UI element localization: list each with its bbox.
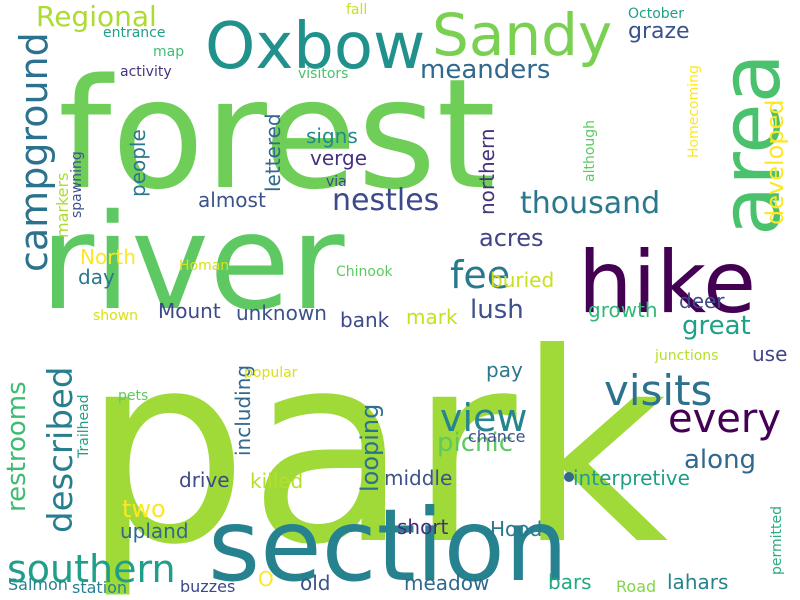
word-map: map bbox=[153, 44, 184, 60]
word-fee: fee bbox=[450, 253, 510, 297]
word-deer: deer bbox=[679, 289, 725, 313]
word-spawning: spawning bbox=[69, 151, 85, 218]
word-interpretive: interpretive bbox=[573, 466, 690, 490]
word-southern: southern bbox=[7, 547, 176, 591]
word-graze: graze bbox=[628, 19, 690, 44]
word-looping: looping bbox=[356, 404, 384, 492]
word-lahars: lahars bbox=[667, 570, 728, 594]
word-fall: fall bbox=[346, 2, 367, 18]
word-via: via bbox=[326, 174, 347, 190]
word-area: area bbox=[704, 53, 799, 236]
word-activity: activity bbox=[120, 64, 172, 80]
word-shown: shown bbox=[93, 308, 138, 324]
word-visits: visits bbox=[604, 366, 712, 415]
word-campground: campground bbox=[12, 32, 56, 272]
word-sandy: Sandy bbox=[432, 1, 612, 69]
word-day: day bbox=[78, 265, 115, 289]
word-permitted: permitted bbox=[769, 506, 785, 575]
word-buried: buried bbox=[490, 268, 554, 292]
word-growth: growth bbox=[588, 298, 658, 322]
word-salmon: Salmon bbox=[8, 575, 68, 594]
word-acres: acres bbox=[479, 224, 544, 252]
word-short: short bbox=[397, 515, 449, 539]
word-described: described bbox=[41, 367, 81, 533]
word-regional: Regional bbox=[36, 0, 157, 33]
word-view: view bbox=[440, 396, 528, 440]
dot-mark bbox=[564, 472, 574, 482]
word-developed: developed bbox=[761, 99, 789, 225]
word-great: great bbox=[682, 311, 751, 341]
word-park: park bbox=[82, 297, 668, 600]
word-lush: lush bbox=[470, 295, 524, 325]
word-hood: Hood bbox=[490, 517, 542, 541]
word-northern: northern bbox=[475, 128, 499, 215]
word-oxbow: Oxbow bbox=[205, 10, 425, 84]
word-unknown: unknown bbox=[236, 301, 327, 325]
word-verge: verge bbox=[310, 146, 367, 170]
word-section: section bbox=[208, 487, 568, 600]
word-road: Road bbox=[616, 577, 656, 596]
word-lettered: lettered bbox=[261, 113, 285, 192]
word-almost: almost bbox=[198, 188, 266, 212]
word-use: use bbox=[752, 342, 787, 366]
word-junctions: junctions bbox=[654, 348, 718, 364]
word-forest: forest bbox=[58, 46, 496, 223]
word-thousand: thousand bbox=[520, 186, 660, 221]
word-chance: chance bbox=[468, 427, 526, 446]
word-killed: killed bbox=[250, 469, 303, 493]
word-chinook: Chinook bbox=[336, 264, 394, 280]
word-popular: popular bbox=[244, 365, 298, 381]
word-o: O bbox=[258, 567, 274, 591]
word-meadow: meadow bbox=[404, 571, 489, 595]
word-trailhead: Trailhead bbox=[76, 394, 92, 459]
word-mount: Mount bbox=[158, 299, 221, 323]
word-north: North bbox=[80, 245, 136, 269]
word-river: river bbox=[40, 186, 345, 340]
word-people: people bbox=[126, 129, 150, 197]
word-middle: middle bbox=[384, 466, 452, 490]
word-pets: pets bbox=[118, 388, 148, 404]
word-markers: markers bbox=[53, 173, 72, 238]
word-upland: upland bbox=[120, 519, 189, 543]
word-along: along bbox=[684, 445, 756, 475]
word-homan: Homan bbox=[179, 258, 229, 274]
word-including: including bbox=[231, 365, 255, 456]
word-station: station bbox=[72, 578, 127, 597]
word-homecoming: Homecoming bbox=[686, 65, 702, 158]
word-every: every bbox=[668, 396, 781, 442]
word-mark: mark bbox=[406, 305, 458, 329]
word-bars: bars bbox=[548, 570, 592, 594]
word-drive: drive bbox=[179, 468, 230, 492]
word-october: October bbox=[628, 6, 684, 22]
word-signs: signs bbox=[306, 124, 358, 148]
word-restrooms: restrooms bbox=[2, 381, 32, 512]
word-hike: hike bbox=[578, 233, 756, 333]
word-nestles: nestles bbox=[332, 183, 439, 218]
word-visitors: visitors bbox=[298, 66, 348, 82]
word-bank: bank bbox=[340, 308, 390, 332]
word-entrance: entrance bbox=[103, 25, 166, 41]
word-picnic: picnic bbox=[437, 428, 513, 458]
word-old: old bbox=[300, 571, 331, 595]
word-buzzes: buzzes bbox=[180, 577, 235, 596]
word-pay: pay bbox=[486, 358, 523, 382]
word-although: although bbox=[582, 120, 598, 182]
word-two: two bbox=[122, 495, 166, 523]
word-meanders: meanders bbox=[420, 55, 550, 85]
